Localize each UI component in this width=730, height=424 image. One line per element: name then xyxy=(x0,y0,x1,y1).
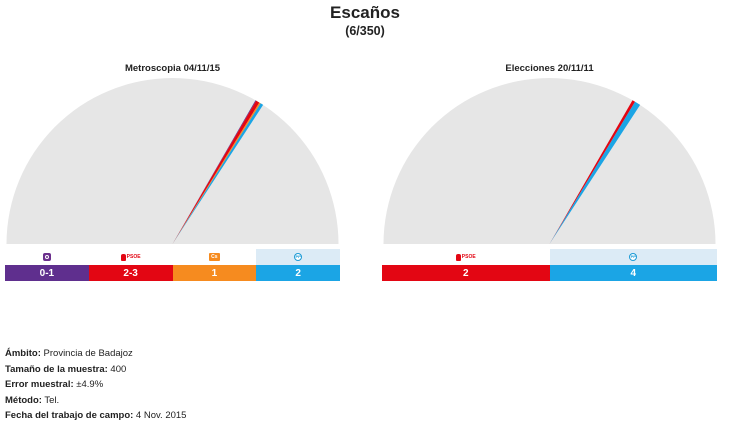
party-logo-cell: PSOE xyxy=(89,249,173,265)
detail-ambito: Ámbito: Provincia de Badajoz xyxy=(5,346,186,362)
party-cell-pp: PP 2 xyxy=(256,249,340,281)
party-cell-psoe: PSOE 2 xyxy=(382,249,550,281)
party-logo-cell: PP xyxy=(256,249,340,265)
seat-wedge-psoe xyxy=(172,100,260,244)
detail-label: Tamaño de la muestra: xyxy=(5,363,108,375)
detail-label: Método: xyxy=(5,394,42,406)
psoe-logo-text: PSOE xyxy=(126,254,141,260)
party-cell-psoe: PSOE 2-3 xyxy=(88,249,173,281)
party-logo-cell: PSOE xyxy=(382,249,550,265)
detail-fecha: Fecha del trabajo de campo: 4 Nov. 2015 xyxy=(5,408,186,424)
podemos-logo-icon xyxy=(42,253,51,261)
seat-wedge-cs xyxy=(172,102,261,245)
hemicycle-background xyxy=(383,78,716,244)
seat-count-psoe: 2-3 xyxy=(88,265,173,281)
seat-table-elecciones: PSOE 2 PP 4 xyxy=(382,249,717,281)
page-title: Escaños xyxy=(330,3,400,22)
seat-wedge-psoe xyxy=(549,100,636,245)
detail-value: 4 Nov. 2015 xyxy=(133,410,187,421)
chart-title-metroscopia: Metroscopia 04/11/15 xyxy=(124,63,221,74)
seat-count-cs: 1 xyxy=(172,265,257,281)
hemicycle-chart-metroscopia xyxy=(6,78,339,245)
party-cell-podemos: 0-1 xyxy=(5,249,89,281)
party-cell-pp: PP 4 xyxy=(549,249,717,281)
seat-table-metroscopia: 0-1 PSOE 2-3 Cs 1 PP 2 xyxy=(5,249,340,281)
survey-details: Ámbito: Provincia de Badajoz Tamaño de l… xyxy=(5,346,186,424)
detail-label: Ámbito: xyxy=(5,348,41,359)
party-logo-cell xyxy=(5,249,89,265)
seat-count-podemos: 0-1 xyxy=(5,265,89,281)
detail-error: Error muestral: ±4.9% xyxy=(5,377,186,393)
seat-count-pp: 2 xyxy=(256,265,340,281)
detail-value: 400 xyxy=(107,363,127,375)
seat-count-psoe: 2 xyxy=(382,265,550,281)
party-cell-cs: Cs 1 xyxy=(172,249,257,281)
detail-value: Provincia de Badajoz xyxy=(40,348,133,359)
psoe-logo-icon: PSOE xyxy=(455,253,476,261)
detail-value: Tel. xyxy=(41,394,60,406)
seat-count-pp: 4 xyxy=(549,265,717,281)
page-subtitle: (6/350) xyxy=(345,24,385,38)
party-logo-cell: Cs xyxy=(173,249,257,265)
seat-wedge-podemos xyxy=(172,100,257,245)
pp-logo-icon: PP xyxy=(294,253,303,261)
chart-title-elecciones: Elecciones 20/11/11 xyxy=(505,63,594,74)
party-logo-cell: PP xyxy=(549,249,717,265)
psoe-logo-text: PSOE xyxy=(461,254,476,260)
detail-label: Fecha del trabajo de campo: xyxy=(5,410,134,421)
detail-label: Error muestral: xyxy=(5,379,74,390)
hemicycle-chart-elecciones xyxy=(383,78,716,245)
ciudadanos-logo-icon: Cs xyxy=(208,253,220,261)
pp-logo-icon: PP xyxy=(629,253,638,261)
hemicycle-background xyxy=(6,78,339,244)
detail-value: ±4.9% xyxy=(73,379,104,390)
detail-metodo: Método: Tel. xyxy=(5,393,186,409)
seat-wedge-pp xyxy=(549,101,641,244)
detail-muestra: Tamaño de la muestra: 400 xyxy=(5,362,186,378)
psoe-logo-icon: PSOE xyxy=(120,253,141,261)
seat-wedge-pp xyxy=(172,103,264,244)
